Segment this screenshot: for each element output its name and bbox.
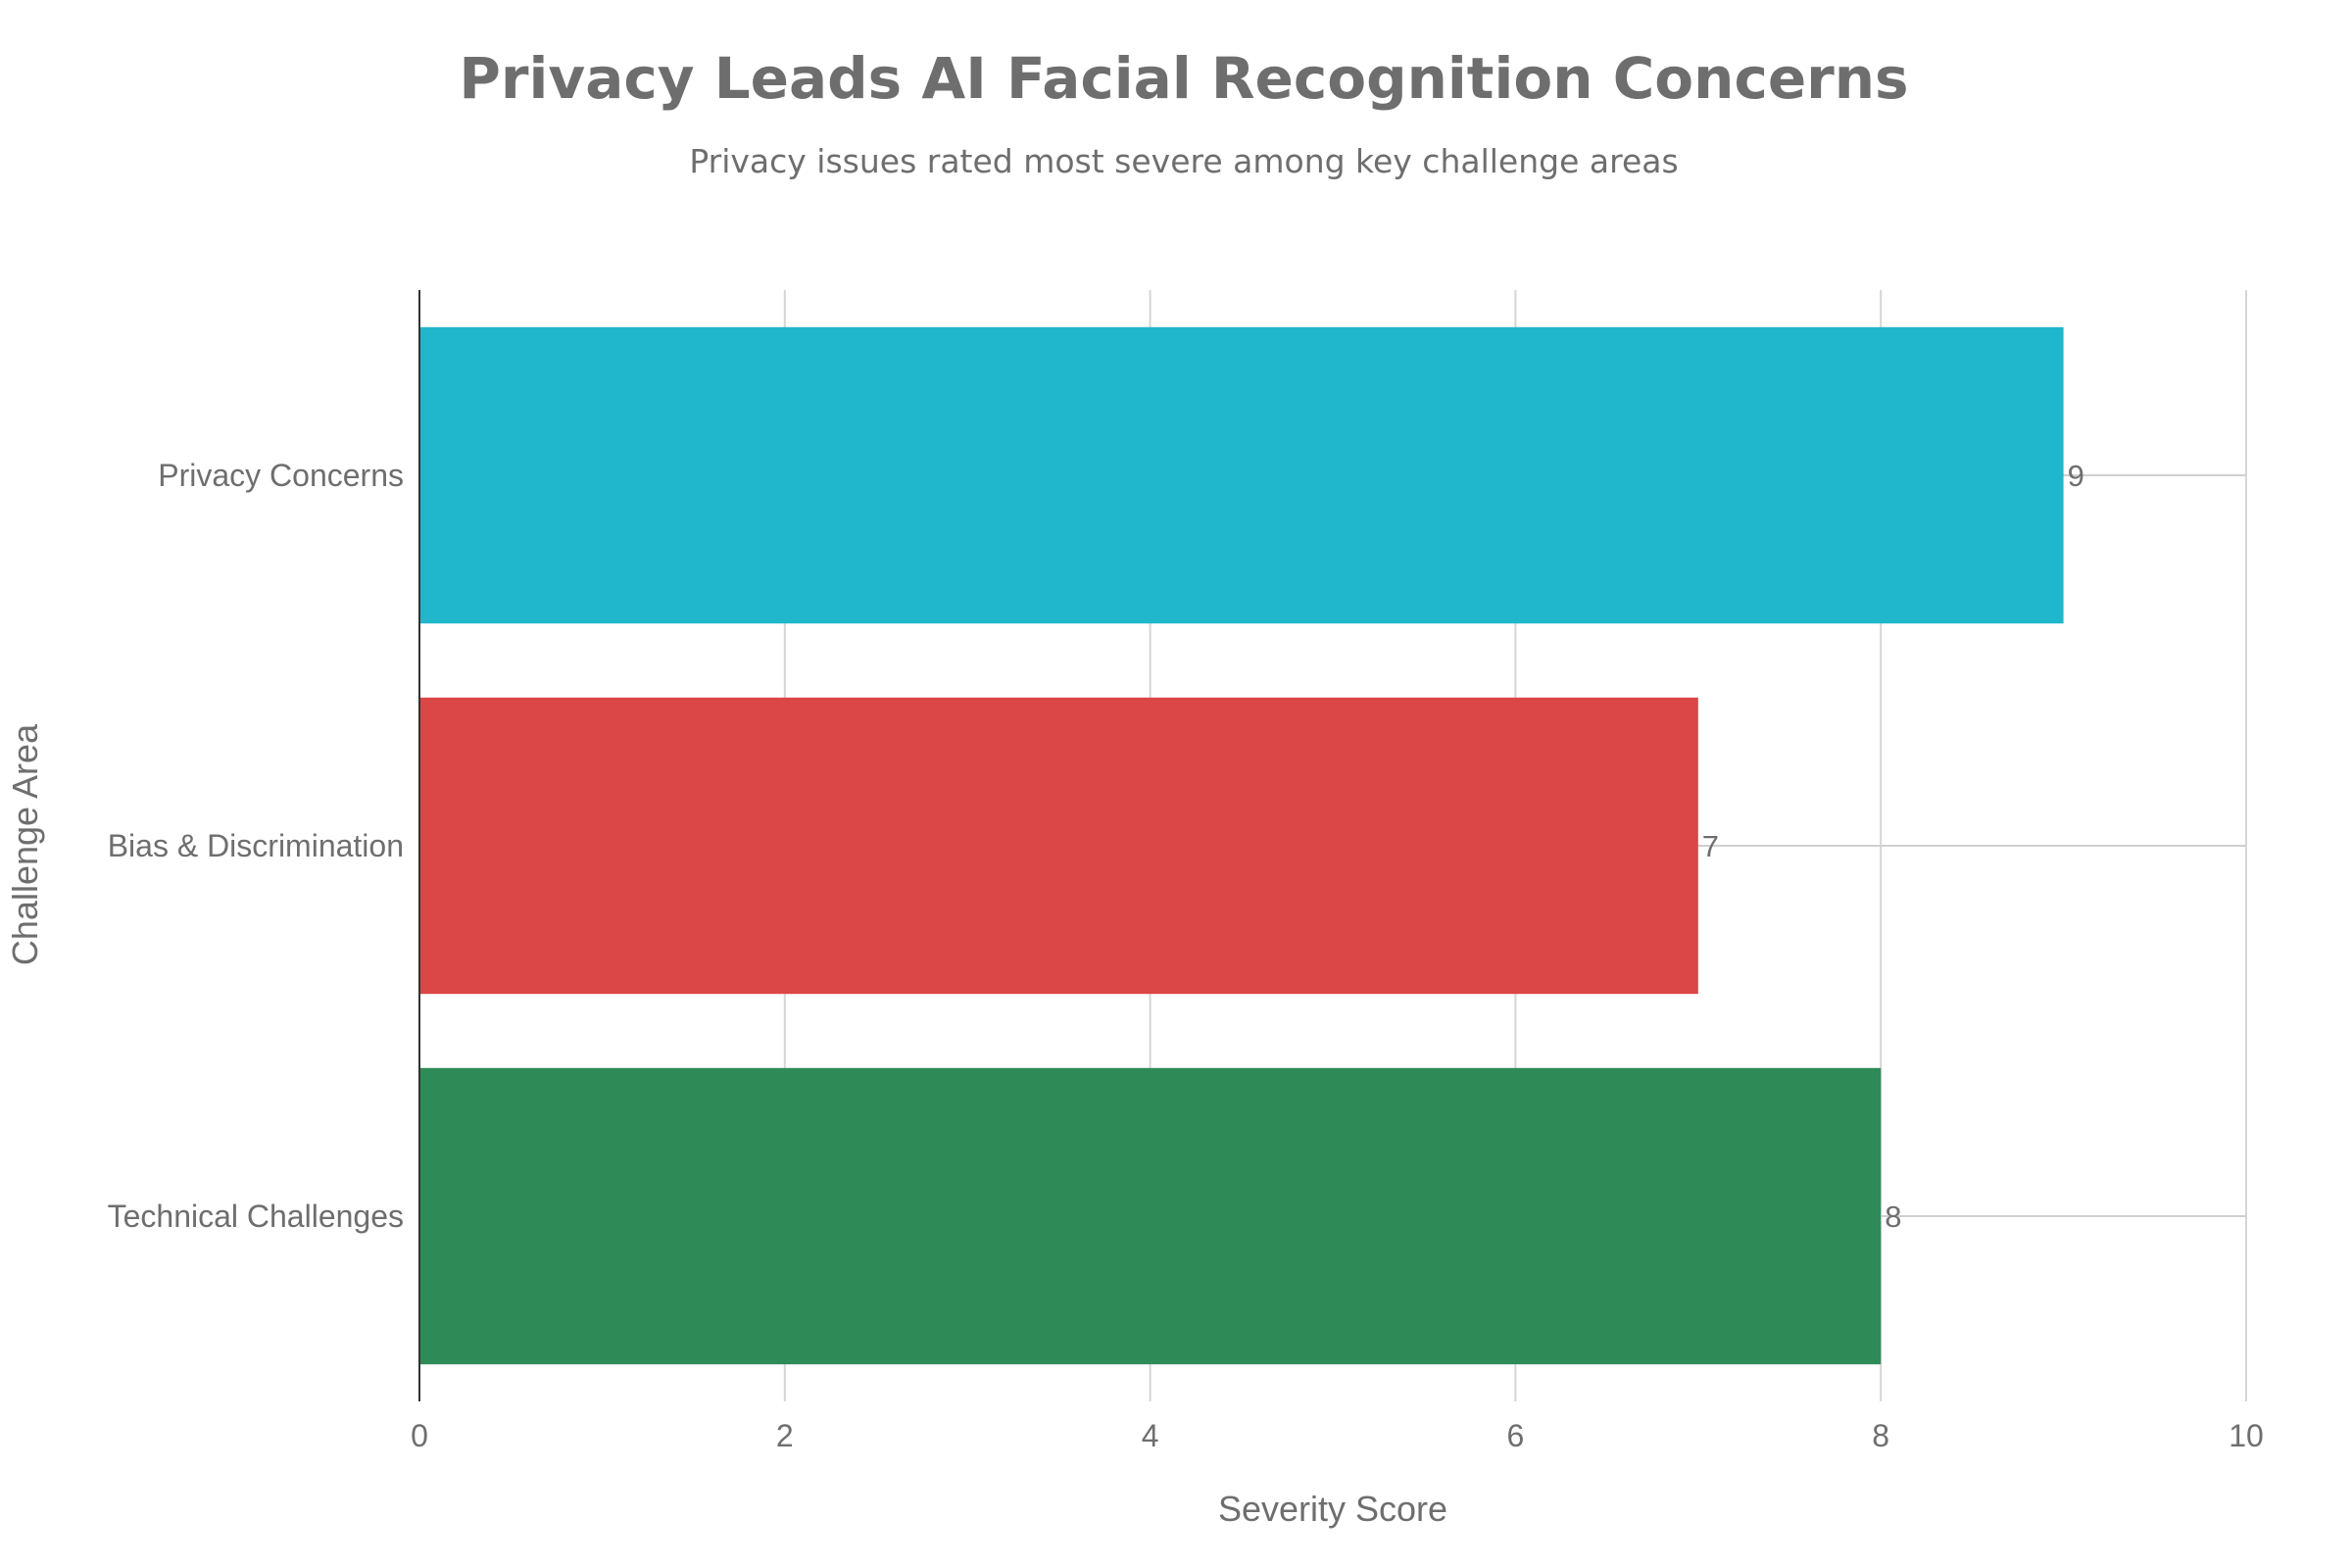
x-tick-label: 2: [776, 1418, 794, 1453]
y-axis-title: Challenge Area: [5, 723, 45, 965]
x-tick-label: 0: [411, 1418, 428, 1453]
bar-value-label: 8: [1885, 1200, 1901, 1234]
category-label: Technical Challenges: [108, 1199, 404, 1234]
x-tick-labels: 0 2 4 6 8 10: [411, 1418, 2264, 1453]
bar: [419, 326, 2064, 624]
x-tick-label: 8: [1872, 1418, 1889, 1453]
chart-title: Privacy Leads AI Facial Recognition Conc…: [459, 45, 1908, 112]
category-label: Bias & Discrimination: [108, 828, 404, 863]
bar-value-label: 9: [2068, 459, 2084, 493]
data-labels: 9 7 8: [1702, 459, 2084, 1234]
x-tick-label: 6: [1507, 1418, 1525, 1453]
bar-value-label: 7: [1702, 829, 1719, 863]
category-labels: Privacy Concerns Bias & Discrimination Tec…: [108, 458, 404, 1234]
x-tick-label: 4: [1142, 1418, 1159, 1453]
bars: [419, 326, 2064, 1365]
chart-subtitle: Privacy issues rated most severe among k…: [689, 142, 1678, 180]
category-label: Privacy Concerns: [158, 458, 404, 493]
bar: [419, 1067, 1882, 1365]
x-tick-label: 10: [2229, 1418, 2264, 1453]
x-axis-title: Severity Score: [1218, 1489, 1447, 1529]
bar: [419, 697, 1698, 995]
